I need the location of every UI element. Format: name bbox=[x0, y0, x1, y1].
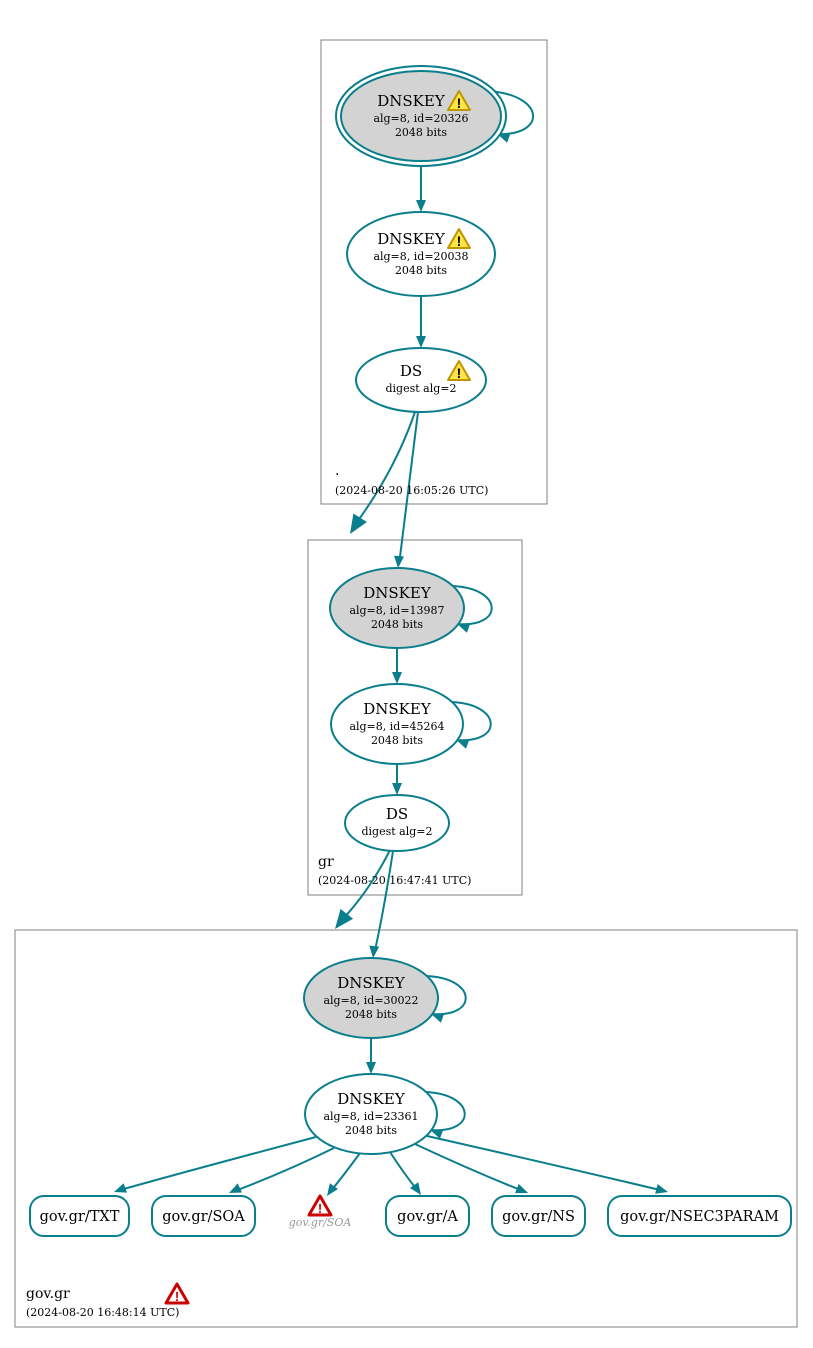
govgr-zsk: DNSKEY alg=8, id=233612048 bits bbox=[305, 1074, 437, 1154]
arrow-head bbox=[343, 513, 367, 538]
edge-govgr-zsk-rec-a bbox=[390, 1152, 418, 1191]
gr-zsk-title: DNSKEY bbox=[363, 700, 432, 718]
govgr-ksk-line3: 2048 bits bbox=[345, 1008, 397, 1021]
root-ksk-title: DNSKEY bbox=[377, 92, 446, 110]
root-ksk-line2: alg=8, id=20326 bbox=[373, 112, 468, 125]
rec-ns-label: gov.gr/NS bbox=[502, 1209, 575, 1225]
rec-txt-label: gov.gr/TXT bbox=[40, 1209, 120, 1225]
gr-zsk-line2: alg=8, id=45264 bbox=[349, 720, 444, 733]
govgr-ksk-title: DNSKEY bbox=[337, 974, 406, 992]
rec-nsec3-label: gov.gr/NSEC3PARAM bbox=[620, 1209, 779, 1225]
edge-govgr-zsk-rec-txt bbox=[120, 1137, 316, 1190]
root-ksk-line3: 2048 bits bbox=[395, 126, 447, 139]
gr-ksk: DNSKEY alg=8, id=139872048 bits bbox=[330, 568, 464, 648]
arrow-head bbox=[416, 336, 426, 348]
gr-ds-title: DS bbox=[386, 805, 408, 823]
root-zsk-line3: 2048 bits bbox=[395, 264, 447, 277]
arrow-head bbox=[655, 1184, 669, 1197]
zone-label-root: . bbox=[335, 463, 339, 479]
gr-zsk-line3: 2048 bits bbox=[371, 734, 423, 747]
arrow-head bbox=[368, 946, 379, 959]
root-zsk-line2: alg=8, id=20038 bbox=[373, 250, 468, 263]
arrow-head bbox=[392, 672, 402, 684]
edge-gr-ds-govgr-ksk bbox=[374, 851, 393, 955]
zone-label-govgr: gov.gr bbox=[26, 1286, 70, 1302]
arrow-head bbox=[366, 1062, 376, 1074]
edge-govgr-zsk-rec-ns bbox=[415, 1144, 523, 1191]
rec-soa-label: gov.gr/SOA bbox=[162, 1209, 245, 1225]
govgr-zsk-line3: 2048 bits bbox=[345, 1124, 397, 1137]
govgr-zsk-title: DNSKEY bbox=[337, 1090, 406, 1108]
arrow-head bbox=[112, 1183, 127, 1197]
govgr-ksk: DNSKEY alg=8, id=300222048 bits bbox=[304, 958, 438, 1038]
gr-ds-line2: digest alg=2 bbox=[361, 825, 432, 838]
gr-ds: DS digest alg=2 bbox=[345, 795, 449, 851]
zone-timestamp-gr: (2024-08-20 16:47:41 UTC) bbox=[318, 874, 471, 887]
dnssec-diagram: ! ! DNSKEYalg=8, id=203262048 bitsDNSKEY… bbox=[0, 0, 813, 1348]
zone-timestamp-root: (2024-08-20 16:05:26 UTC) bbox=[335, 484, 488, 497]
gr-ksk-line2: alg=8, id=13987 bbox=[349, 604, 444, 617]
root-zsk: DNSKEY alg=8, id=200382048 bits bbox=[347, 212, 495, 296]
error-icon bbox=[309, 1196, 331, 1216]
root-ds-title: DS bbox=[400, 362, 422, 380]
root-zsk-title: DNSKEY bbox=[377, 230, 446, 248]
arrow-head bbox=[393, 556, 404, 569]
rec-a-label: gov.gr/A bbox=[397, 1209, 458, 1225]
arrow-head bbox=[392, 783, 402, 795]
edge-govgr-zsk-rec-nsec3 bbox=[427, 1136, 660, 1190]
ghost-soa-label: gov.gr/SOA bbox=[289, 1216, 352, 1229]
zone-timestamp-govgr: (2024-08-20 16:48:14 UTC) bbox=[26, 1306, 179, 1319]
root-ksk: DNSKEY alg=8, id=203262048 bits bbox=[336, 66, 506, 166]
gr-ksk-title: DNSKEY bbox=[363, 584, 432, 602]
zone-label-gr: gr bbox=[318, 854, 334, 870]
root-ds-line2: digest alg=2 bbox=[385, 382, 456, 395]
arrow-head bbox=[416, 200, 426, 212]
govgr-zsk-line2: alg=8, id=23361 bbox=[323, 1110, 418, 1123]
error-icon bbox=[166, 1284, 188, 1304]
edge-govgr-zsk-ghost bbox=[330, 1153, 360, 1192]
govgr-ksk-line2: alg=8, id=30022 bbox=[323, 994, 418, 1007]
gr-zsk: DNSKEY alg=8, id=452642048 bits bbox=[331, 684, 463, 764]
gr-ksk-line3: 2048 bits bbox=[371, 618, 423, 631]
